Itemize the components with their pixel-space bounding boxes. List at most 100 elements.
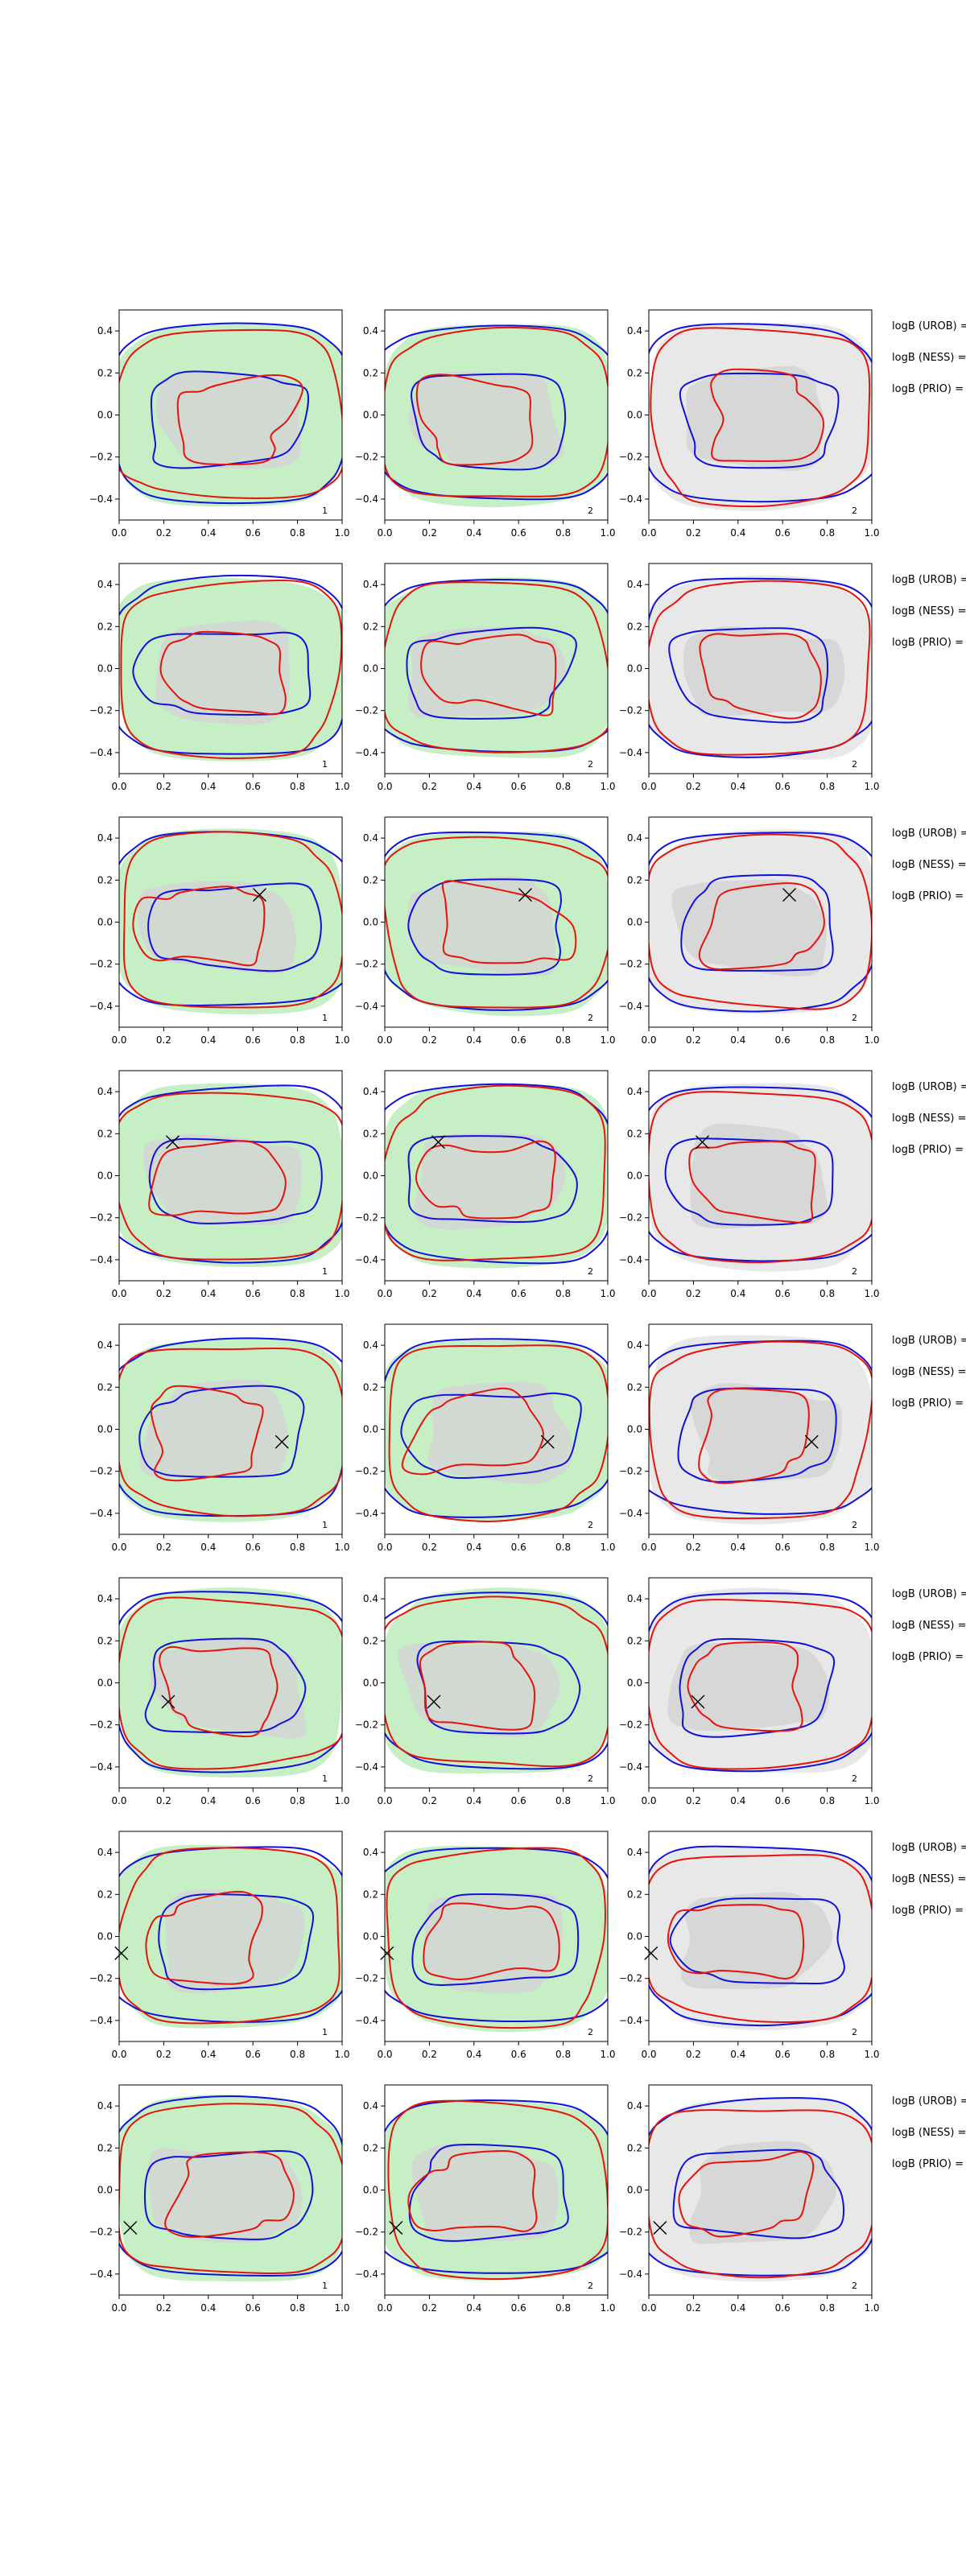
x-tick-label: 0.0: [377, 1034, 392, 1046]
x-tick-label: 0.6: [511, 781, 526, 792]
panel-number: 1: [322, 506, 328, 516]
blue-outer-contour: [649, 1086, 872, 1262]
y-tick-label: 0.0: [97, 1424, 113, 1435]
x-tick-label: 0.8: [290, 527, 305, 539]
x-tick-label: 0.4: [730, 1795, 745, 1806]
y-tick-label: 0.0: [627, 1170, 642, 1182]
panel-r4-c1: 0.0 0.2 0.4 0.6 0.8 1.0 0.4 0.2 0.0 −0.2 −0.4 1: [89, 1070, 350, 1299]
x-tick-label: 0.8: [555, 2302, 571, 2314]
y-tick-label: −0.4: [89, 493, 113, 505]
x-tick-label: 0.4: [466, 2049, 481, 2060]
true-value-marker: [518, 888, 533, 902]
marker-stroke: [782, 888, 797, 902]
y-tick-label: 0.0: [97, 663, 113, 675]
y-tick-label: 0.0: [97, 917, 113, 928]
y-tick-label: −0.4: [619, 2268, 642, 2280]
x-tick-label: 0.6: [775, 1288, 791, 1299]
x-tick-label: 1.0: [334, 1034, 349, 1046]
panel-r3-c1: 0.0 0.2 0.4 0.6 0.8 1.0 0.4 0.2 0.0 −0.2 −0.4 1: [89, 816, 350, 1046]
x-tick-label: 0.2: [686, 2302, 701, 2314]
x-tick-label: 0.2: [156, 2302, 171, 2314]
panel-contours: [385, 324, 608, 508]
x-tick-label: 0.4: [200, 1288, 216, 1299]
blue-outer-contour: [385, 1338, 608, 1518]
x-tick-label: 0.4: [466, 1288, 481, 1299]
y-tick-label: 0.2: [627, 1381, 642, 1393]
x-tick-label: 0.2: [686, 1034, 701, 1046]
x-tick-label: 0.6: [511, 1288, 526, 1299]
panel-r6-c3: 0.0 0.2 0.4 0.6 0.8 1.0 0.4 0.2 0.0 −0.2 −0.4 2: [619, 1577, 880, 1806]
y-tick-label: 0.4: [627, 1340, 642, 1351]
y-tick-label: 0.0: [363, 410, 378, 421]
y-tick-label: 0.0: [363, 917, 378, 928]
x-tick-label: 0.4: [200, 2049, 216, 2060]
x-tick-label: 0.2: [422, 1795, 437, 1806]
y-tick-label: 0.0: [627, 917, 642, 928]
panel-number: 2: [852, 2281, 857, 2291]
y-tick-label: 0.2: [97, 1128, 113, 1139]
y-tick-label: 0.2: [363, 874, 378, 886]
x-tick-label: 1.0: [600, 527, 615, 539]
row-label: logB (PRIO) =: [892, 1397, 964, 1410]
blue-outer-contour: [119, 1846, 342, 2023]
red-inner-contour: [150, 1385, 264, 1482]
y-tick-label: 0.4: [97, 1340, 113, 1351]
y-tick-label: 0.4: [363, 1593, 378, 1604]
panel-number: 2: [852, 1266, 857, 1277]
y-tick-label: 0.4: [97, 325, 113, 336]
x-tick-label: 0.2: [422, 1542, 437, 1553]
x-tick-label: 0.2: [156, 1034, 171, 1046]
panel-number: 1: [322, 759, 328, 770]
x-tick-label: 1.0: [334, 1795, 349, 1806]
x-tick-label: 0.6: [511, 2302, 526, 2314]
panel-r2-c1: 0.0 0.2 0.4 0.6 0.8 1.0 0.4 0.2 0.0 −0.2 −0.4 1: [89, 563, 350, 792]
x-tick-label: 0.6: [511, 1542, 526, 1553]
red-inner-contour: [441, 880, 577, 964]
x-tick-label: 0.2: [686, 2049, 701, 2060]
x-tick-label: 0.8: [290, 1288, 305, 1299]
red-inner-contour: [420, 634, 557, 716]
panel-r4-c3: 0.0 0.2 0.4 0.6 0.8 1.0 0.4 0.2 0.0 −0.2 −0.4 2: [619, 1070, 880, 1299]
red-outer-contour: [385, 836, 608, 1009]
panel-r1-c3: 0.0 0.2 0.4 0.6 0.8 1.0 0.4 0.2 0.0 −0.2 −0.4 2: [619, 309, 880, 539]
red-inner-contour: [159, 630, 287, 716]
inner-density-region: [398, 1643, 560, 1738]
true-value-marker: [165, 1135, 180, 1150]
x-tick-label: 0.0: [111, 1288, 126, 1299]
red-outer-contour: [119, 328, 342, 499]
x-tick-label: 0.2: [156, 1795, 171, 1806]
y-tick-label: 0.4: [97, 832, 113, 844]
inner-density-region: [407, 626, 567, 719]
blue-inner-contour: [680, 874, 834, 972]
x-tick-label: 1.0: [600, 1542, 615, 1553]
x-tick-label: 0.6: [511, 1795, 526, 1806]
red-inner-contour: [687, 1641, 803, 1732]
y-tick-label: 0.0: [627, 1424, 642, 1435]
inner-density-region: [143, 1134, 303, 1225]
y-tick-label: −0.2: [355, 1212, 378, 1224]
panel-contours: [119, 2094, 342, 2282]
x-tick-label: 0.8: [819, 527, 835, 539]
x-tick-label: 1.0: [334, 1288, 349, 1299]
panel-contours: [649, 829, 872, 1014]
y-tick-label: 0.2: [363, 1381, 378, 1393]
inner-density-region: [427, 1381, 572, 1484]
x-tick-label: 0.2: [156, 2049, 171, 2060]
red-inner-contour: [148, 1140, 287, 1216]
y-tick-label: −0.2: [619, 959, 642, 970]
blue-inner-contour: [669, 1897, 845, 1985]
red-outer-contour: [119, 1347, 342, 1517]
y-tick-label: 0.0: [363, 1931, 378, 1942]
blue-inner-contour: [411, 373, 567, 471]
panel-contours: [385, 2099, 608, 2281]
x-tick-label: 0.2: [156, 1288, 171, 1299]
x-tick-label: 1.0: [864, 527, 879, 539]
red-outer-contour: [385, 581, 608, 753]
row-label: logB (PRIO) =: [892, 383, 964, 395]
y-tick-label: 0.4: [627, 1847, 642, 1858]
y-tick-label: 0.4: [97, 1593, 113, 1604]
x-tick-label: 0.4: [466, 527, 481, 539]
true-value-marker: [389, 2220, 403, 2235]
red-inner-contour: [407, 2149, 538, 2232]
y-tick-label: 0.0: [363, 1424, 378, 1435]
